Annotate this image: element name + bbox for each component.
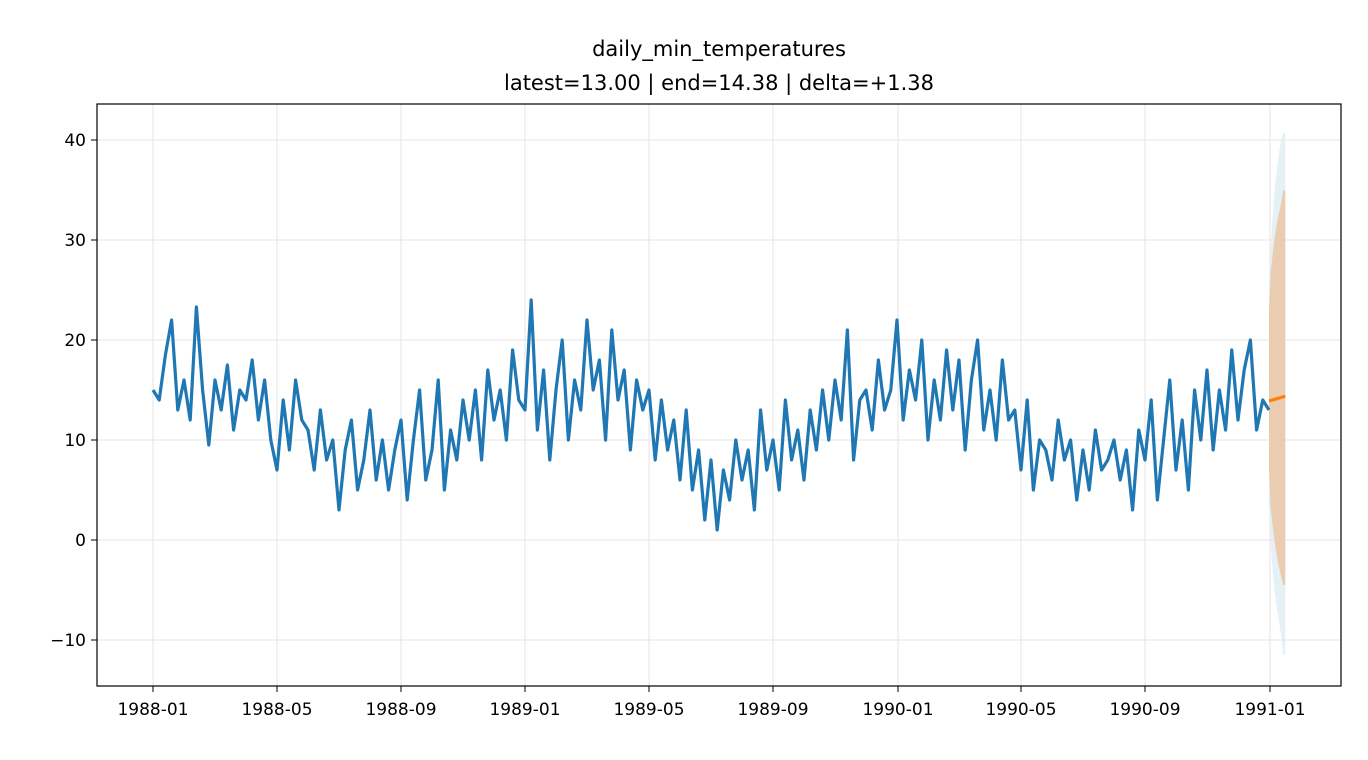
grid [97,104,1341,686]
series [151,298,1286,532]
x-tick-label: 1990-09 [1109,700,1180,720]
y-tick-label: 30 [64,231,86,251]
x-tick-label: 1989-01 [489,700,560,720]
chart-title: daily_min_temperatures [592,37,846,62]
y-tick-label: 0 [75,531,86,551]
x-tick-label: 1990-01 [862,700,933,720]
x-tick-label: 1988-09 [365,700,436,720]
x-axis: 1988-01 1988-05 1988-09 1989-01 1989-05 1989-… [117,686,1306,720]
x-tick-label: 1990-05 [985,700,1056,720]
forecast-line [1268,394,1286,403]
plot-frame [96,103,1342,687]
y-tick-label: −10 [50,631,86,651]
y-tick-label: 20 [64,331,86,351]
x-tick-label: 1989-05 [613,700,684,720]
forecast-band-80 [1268,190,1286,585]
x-tick-label: 1991-01 [1234,700,1305,720]
y-tick-label: 40 [64,131,86,151]
history-line [151,298,1271,532]
y-tick-label: 10 [64,431,86,451]
forecast-bands [1268,133,1286,655]
x-tick-label: 1988-01 [117,700,188,720]
y-axis: 40 30 20 10 0 −10 [50,131,97,651]
x-tick-label: 1989-09 [737,700,808,720]
x-tick-label: 1988-05 [241,700,312,720]
chart-subtitle: latest=13.00 | end=14.38 | delta=+1.38 [504,71,934,96]
